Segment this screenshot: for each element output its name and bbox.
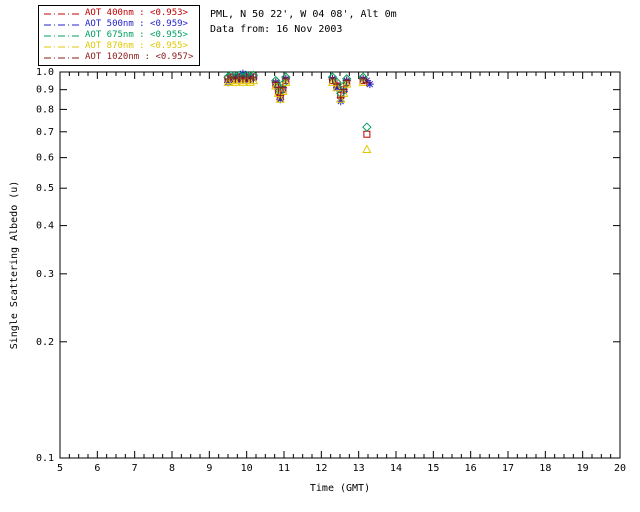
data-point [281, 74, 290, 83]
legend-item: AOT 675nm : <0.955> [43, 30, 193, 41]
x-tick-label: 5 [57, 463, 63, 474]
data-point [230, 77, 241, 86]
data-point [271, 80, 281, 90]
x-tick-label: 19 [577, 463, 589, 474]
data-point [242, 75, 252, 85]
data-point [249, 73, 258, 82]
data-point [362, 144, 372, 153]
data-point [238, 74, 247, 83]
y-tick-label: 0.5 [36, 183, 54, 194]
data-point [281, 77, 291, 86]
data-point [226, 75, 236, 85]
data-point [336, 94, 346, 103]
data-point [226, 73, 235, 82]
legend-item: AOT 870nm : <0.955> [43, 41, 193, 52]
y-tick-label: 0.6 [36, 153, 54, 164]
data-point [245, 77, 256, 86]
y-tick-label: 1.0 [36, 67, 54, 78]
data-point [362, 122, 372, 132]
y-tick-label: 0.4 [36, 221, 54, 232]
legend-label: AOT 500nm : <0.959> [85, 19, 188, 29]
data-point [359, 74, 368, 83]
data-point [336, 93, 345, 102]
legend-line-sample [44, 57, 80, 58]
data-point [363, 130, 371, 138]
y-tick-label: 0.9 [36, 85, 54, 96]
data-point [231, 74, 240, 83]
legend-label: AOT 870nm : <0.955> [85, 41, 188, 51]
x-tick-label: 12 [315, 463, 327, 474]
legend-label: AOT 400nm : <0.953> [85, 8, 188, 18]
x-tick-label: 17 [502, 463, 514, 474]
data-point [242, 73, 251, 82]
y-tick-label: 0.8 [36, 104, 54, 115]
data-date: Data from: 16 Nov 2003 [210, 24, 343, 35]
x-tick-label: 14 [390, 463, 402, 474]
x-tick-label: 16 [465, 463, 477, 474]
data-point [342, 76, 351, 85]
legend-box: AOT 400nm : <0.953> AOT 500nm : <0.959> AO… [38, 5, 201, 66]
header-block: PML, N 50 22', W 04 08', Alt 0m Data fro… [210, 7, 397, 37]
data-point [235, 73, 244, 82]
data-point [365, 80, 374, 89]
x-tick-label: 11 [278, 463, 290, 474]
data-point [238, 77, 248, 86]
data-point [332, 82, 342, 92]
legend-line-sample [44, 24, 80, 25]
x-tick-label: 9 [206, 463, 212, 474]
x-tick-label: 20 [614, 463, 626, 474]
legend-item: AOT 400nm : <0.953> [43, 8, 193, 19]
legend-item: AOT 1020nm : <0.957> [43, 52, 193, 63]
data-point [275, 94, 285, 103]
y-tick-label: 0.3 [36, 269, 54, 280]
legend-line-sample [44, 13, 80, 14]
data-point [276, 91, 285, 100]
legend-label: AOT 1020nm : <0.957> [85, 52, 194, 62]
x-tick-label: 13 [353, 463, 365, 474]
legend-line-sample [44, 46, 80, 47]
data-points-layer [223, 69, 374, 153]
data-point [362, 78, 371, 87]
site-info: PML, N 50 22', W 04 08', Alt 0m [210, 9, 397, 20]
x-tick-label: 15 [427, 463, 439, 474]
x-tick-label: 10 [241, 463, 253, 474]
data-point [339, 85, 348, 94]
legend-line-sample [44, 35, 80, 36]
y-tick-label: 0.2 [36, 337, 54, 348]
data-point [339, 88, 349, 97]
x-axis-label: Time (GMT) [310, 483, 370, 494]
axes-layer: 5 6 7 8 9 10 11 12 13 14 15 16 17 18 19 20 0.1 0.2 0.3 0.4 0… [36, 67, 626, 474]
data-point [223, 77, 233, 86]
y-tick-label: 0.7 [36, 127, 54, 138]
data-point [248, 75, 259, 85]
legend-item: AOT 500nm : <0.959> [43, 19, 193, 30]
data-point [278, 83, 287, 92]
data-point [327, 77, 338, 86]
data-point [278, 86, 288, 96]
plot-frame [59, 71, 621, 459]
data-point [333, 80, 342, 89]
data-point [328, 74, 337, 83]
y-axis-label: Single Scattering Albedo (u) [9, 181, 20, 350]
data-point [271, 78, 280, 87]
x-tick-label: 7 [132, 463, 138, 474]
y-tick-label: 0.1 [36, 453, 54, 464]
legend-label: AOT 675nm : <0.955> [85, 30, 188, 40]
data-point [342, 79, 352, 88]
x-tick-label: 8 [169, 463, 175, 474]
x-tick-label: 18 [539, 463, 551, 474]
x-tick-label: 6 [94, 463, 100, 474]
data-point [234, 75, 244, 85]
